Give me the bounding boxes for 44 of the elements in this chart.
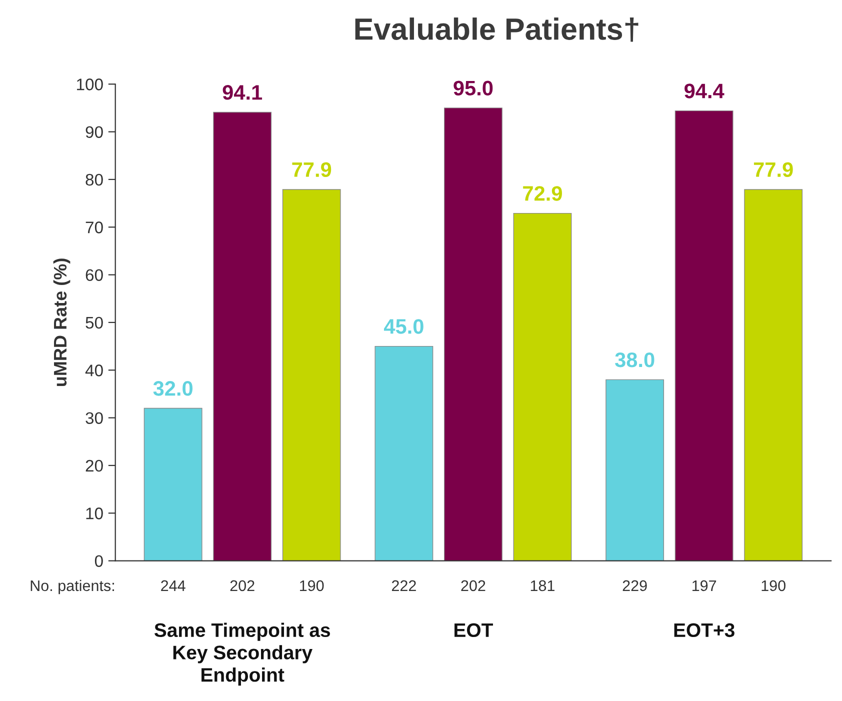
- data-label: 77.9: [292, 162, 332, 178]
- y-tick-label: 80: [86, 174, 103, 186]
- y-tick-label: 0: [94, 555, 103, 568]
- text: 202: [230, 580, 254, 592]
- text: 222: [392, 580, 416, 591]
- text: 244: [161, 580, 186, 591]
- bar: [513, 212, 572, 561]
- y-tick-label: 10: [86, 508, 103, 520]
- data-label: 77.9: [754, 162, 793, 178]
- y-tick-label: 50: [86, 316, 103, 329]
- data-label: 95.0: [454, 80, 493, 96]
- bar: [674, 110, 734, 561]
- bar: [213, 112, 272, 561]
- text: 190: [762, 580, 786, 592]
- text: 181: [530, 580, 554, 592]
- bar: [606, 379, 664, 561]
- y-tick-label: 40: [85, 364, 103, 376]
- chart-title: Evaluable Patients†: [355, 18, 638, 42]
- data-label: 72.9: [523, 186, 562, 201]
- y-tick-label: 70: [86, 222, 103, 234]
- bar: [744, 189, 803, 561]
- y-tick-label: 90: [86, 126, 103, 138]
- text: 229: [622, 580, 647, 592]
- y-tick-label: 100: [77, 78, 103, 90]
- x-tick-label: EOT: [454, 623, 493, 638]
- y-tick-label: 60: [86, 269, 103, 281]
- x-tick-label: EOT+3: [674, 623, 734, 638]
- data-label: 38.0: [615, 352, 654, 368]
- text: 190: [300, 580, 324, 592]
- bar: [444, 108, 502, 561]
- bar: [374, 346, 434, 561]
- bar: [282, 189, 341, 561]
- data-label: 94.4: [684, 84, 724, 98]
- text: 202: [461, 580, 486, 592]
- text: 197: [692, 580, 716, 592]
- data-label: 32.0: [153, 381, 192, 396]
- bar: [144, 408, 202, 561]
- y-axis-title: uMRD Rate (%): [53, 258, 70, 386]
- data-label: 45.0: [384, 319, 424, 334]
- y-tick-label: 30: [86, 412, 103, 424]
- y-tick-label: 20: [86, 460, 103, 472]
- text: No. patients:: [30, 580, 114, 594]
- x-tick-label: Same Timepoint as Key Secondary Endpoint: [154, 622, 330, 686]
- data-label: 94.1: [222, 85, 262, 100]
